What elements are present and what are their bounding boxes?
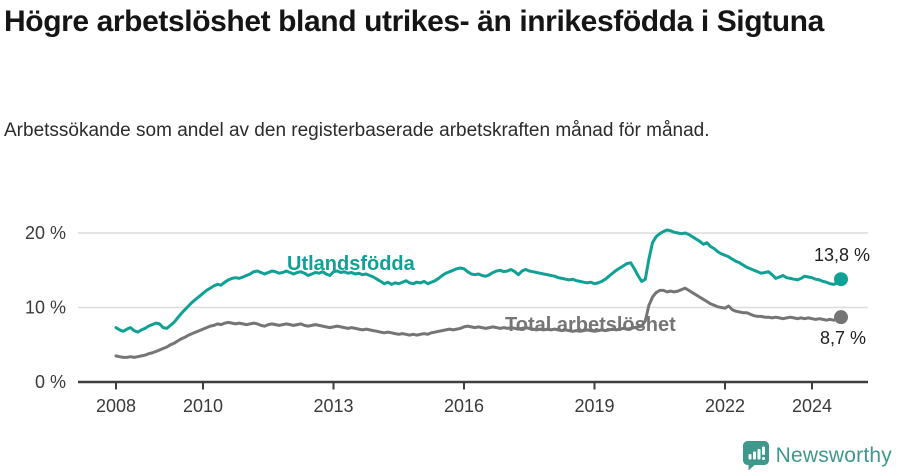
y-tick-label: 10 % [25, 298, 66, 318]
bar-chart-speech-bubble-icon [742, 441, 769, 471]
end-value-label-utlandsfodda: 13,8 % [813, 245, 870, 265]
series-line-utlandsfodda [114, 228, 843, 334]
x-tick-label: 2008 [96, 396, 136, 416]
end-dot-utlandsfodda [834, 272, 848, 287]
x-tick-label: 2024 [792, 396, 832, 416]
x-tick-label: 2016 [444, 396, 484, 416]
page-subtitle: Arbetssökande som andel av den registerb… [4, 120, 710, 141]
series-label-utlandsfodda: Utlandsfödda [287, 253, 415, 275]
x-tick-label: 2013 [313, 396, 353, 416]
x-tick-label: 2010 [183, 396, 223, 416]
x-tick-label: 2019 [574, 396, 614, 416]
series-label-total-arbetsloshet: Total arbetslöshet [505, 314, 676, 336]
x-axis-labels: 2008 2010 2013 2016 2019 2022 2024 [96, 396, 832, 416]
y-tick-label: 0 % [35, 372, 66, 392]
series-end-dots [834, 272, 848, 325]
y-tick-label: 20 % [25, 223, 66, 243]
end-dot-total [834, 310, 848, 325]
newsworthy-logo: Newsworthy [742, 441, 892, 471]
series-line-total [114, 286, 843, 359]
x-tick-label: 2022 [705, 396, 745, 416]
page-title: Högre arbetslöshet bland utrikes- än inr… [4, 5, 824, 38]
gridlines [78, 232, 868, 309]
end-value-label-total: 8,7 % [819, 328, 866, 348]
series-lines [114, 228, 843, 359]
x-axis [78, 380, 868, 390]
brand-name: Newsworthy [775, 444, 892, 467]
y-axis-labels: 0 % 10 % 20 % [25, 223, 66, 392]
